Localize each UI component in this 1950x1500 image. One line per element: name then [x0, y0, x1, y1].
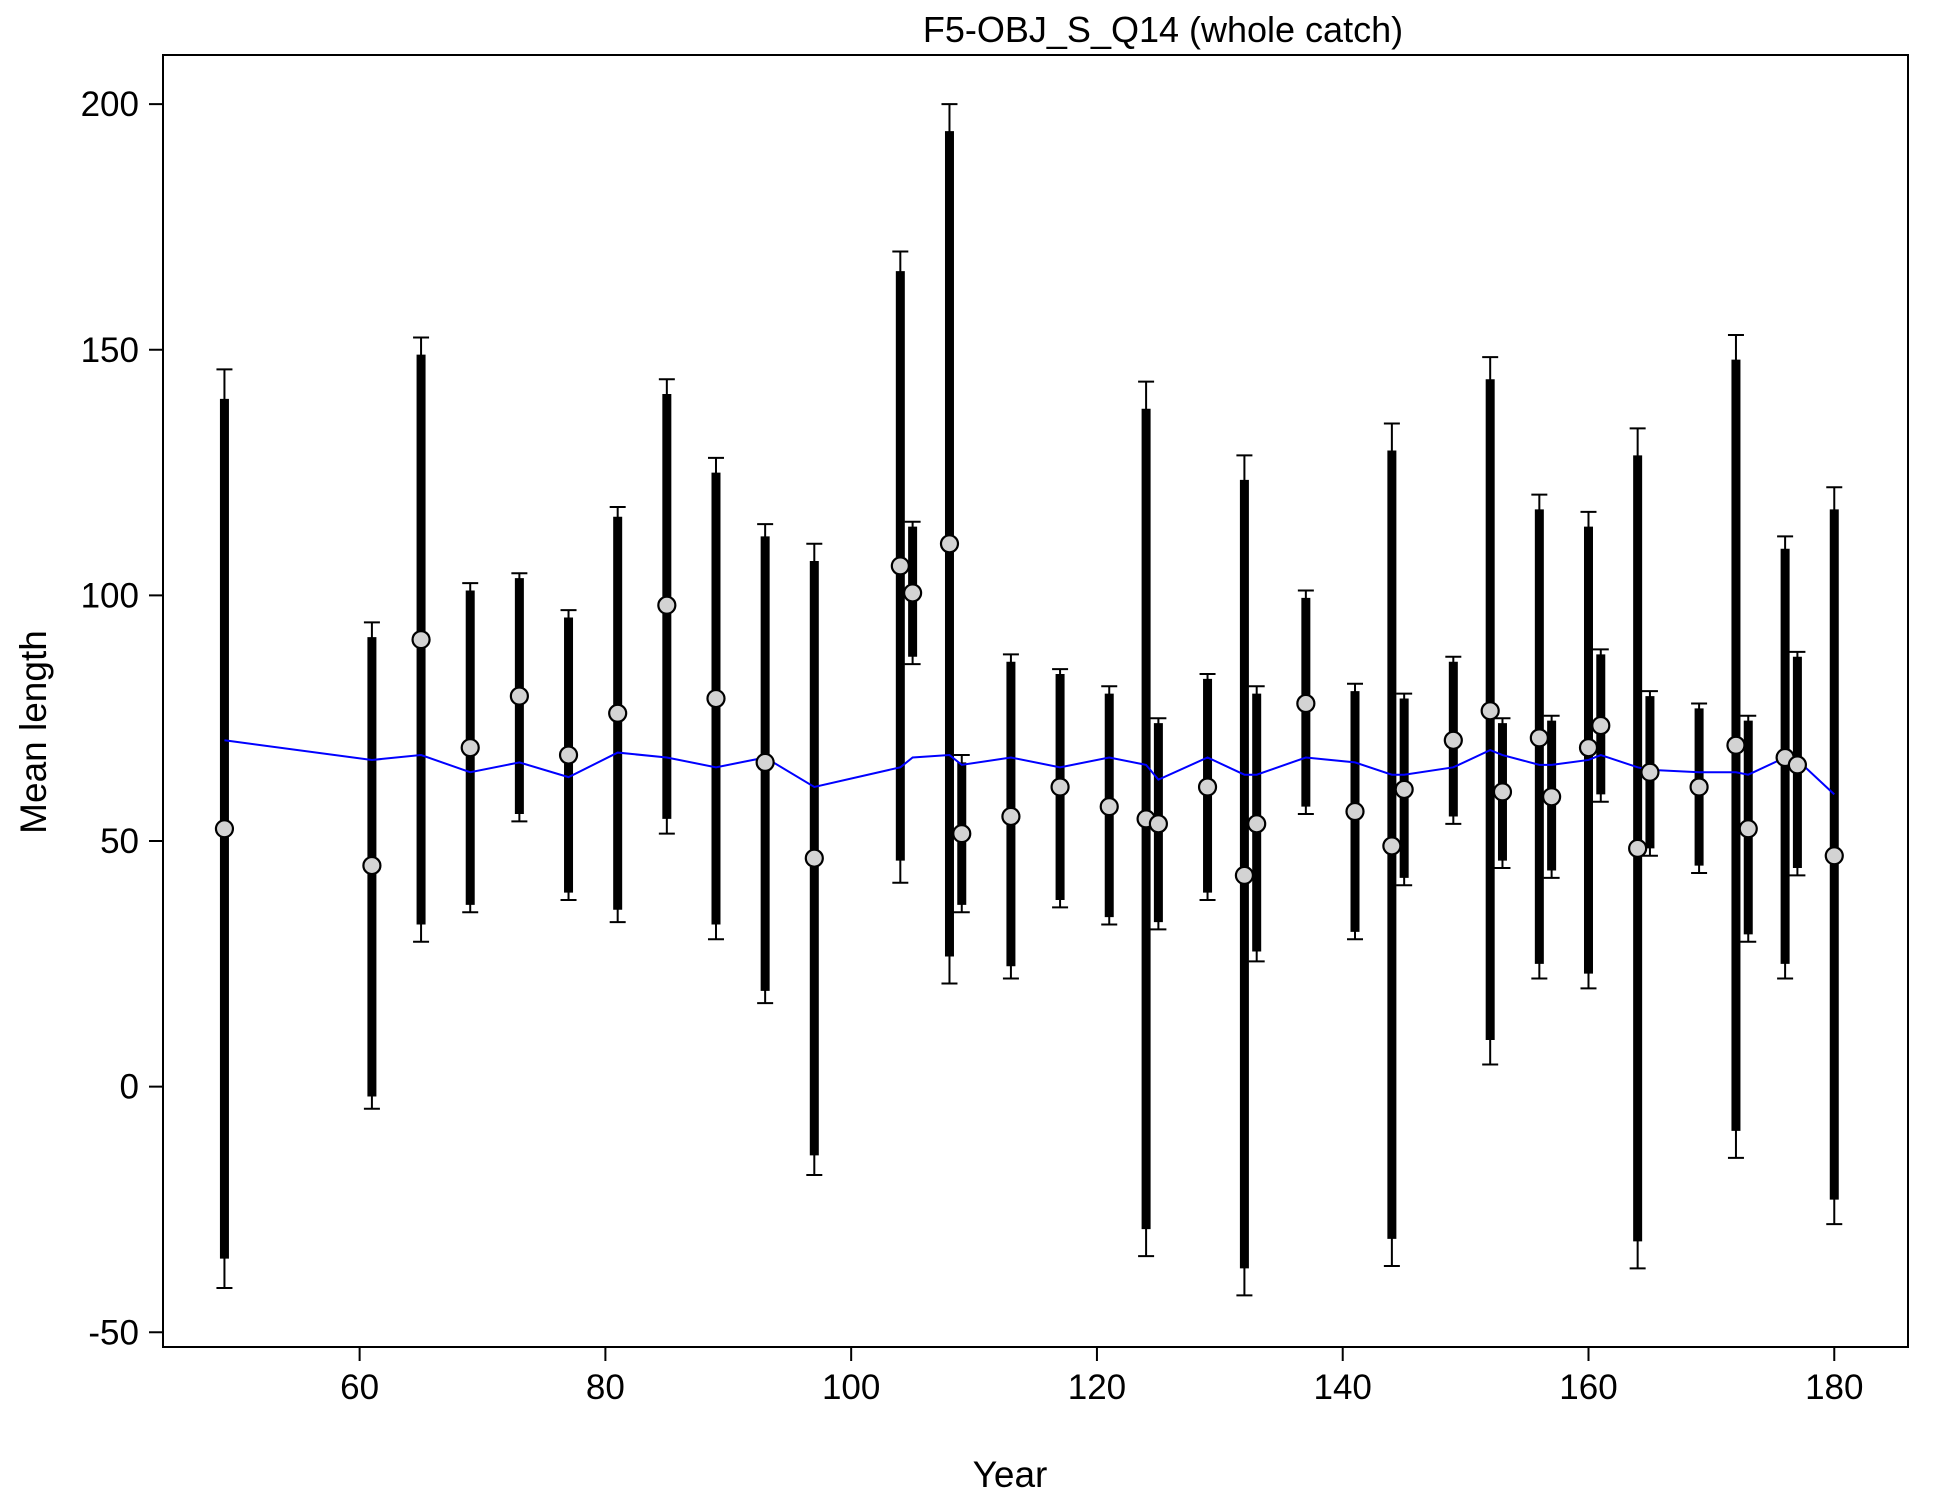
observed-point [558, 745, 579, 765]
x-axis: 60 80 100 120 140 160 180 [340, 1347, 1863, 1407]
y-tick-label: 50 [100, 822, 139, 861]
y-axis: -50 0 50 100 150 200 [81, 85, 163, 1352]
observed-point [952, 824, 972, 844]
x-axis-title: Year [973, 1454, 1048, 1495]
y-axis-title: Mean length [13, 630, 54, 834]
observed-point [608, 703, 628, 723]
observed-point [1738, 819, 1758, 839]
observed-point [1628, 838, 1648, 858]
observed-point [1726, 735, 1746, 755]
plot-frame [162, 54, 1909, 1348]
y-tick-label: 0 [120, 1068, 139, 1107]
observed-point [939, 534, 960, 554]
observed-point [1640, 762, 1660, 782]
observed-point [1529, 728, 1549, 748]
observed-point [1480, 701, 1500, 721]
observed-point [890, 556, 910, 576]
x-tick-label: 80 [586, 1368, 625, 1407]
observed-point [1148, 814, 1168, 834]
expected-line [224, 739, 1835, 796]
observed-point [1382, 836, 1402, 856]
observed-point [1689, 777, 1709, 797]
observed-points [214, 534, 1844, 885]
observed-point [411, 629, 431, 650]
observed-point [1394, 779, 1414, 800]
y-tick-label: 100 [81, 576, 139, 615]
x-tick-label: 120 [1068, 1368, 1126, 1407]
observed-point [1197, 777, 1218, 797]
observed-point [1234, 865, 1255, 885]
observed-point [1099, 797, 1119, 817]
y-tick-label: 200 [81, 85, 139, 124]
observed-point [460, 738, 480, 758]
observed-point [1824, 846, 1844, 866]
observed-point [903, 583, 923, 603]
observed-point [1542, 787, 1562, 807]
observed-point [657, 595, 677, 615]
observed-point [214, 819, 235, 839]
observed-point [1247, 814, 1267, 834]
x-tick-label: 60 [340, 1368, 379, 1407]
observed-point [1578, 738, 1599, 758]
expected-line-series [224, 739, 1835, 796]
y-tick-label: 150 [81, 331, 139, 370]
x-tick-label: 180 [1805, 1368, 1863, 1407]
y-tick-label: -50 [88, 1313, 139, 1352]
error-bars [216, 103, 1843, 1297]
chart-title: F5-OBJ_S_Q14 (whole catch) [923, 9, 1403, 50]
observed-point [755, 752, 775, 773]
observed-point [1001, 806, 1021, 827]
observed-point [804, 848, 824, 868]
x-tick-label: 140 [1314, 1368, 1372, 1407]
observed-point [1443, 730, 1463, 750]
observed-point [362, 855, 382, 876]
observed-point [1787, 755, 1808, 775]
observed-point [1591, 715, 1611, 736]
x-tick-label: 160 [1559, 1368, 1617, 1407]
x-tick-label: 100 [822, 1368, 880, 1407]
observed-point [1296, 693, 1316, 714]
observed-point [1050, 777, 1070, 797]
observed-point [706, 688, 726, 709]
observed-point [509, 686, 529, 706]
observed-point [1345, 801, 1365, 822]
observed-point [1492, 782, 1513, 802]
